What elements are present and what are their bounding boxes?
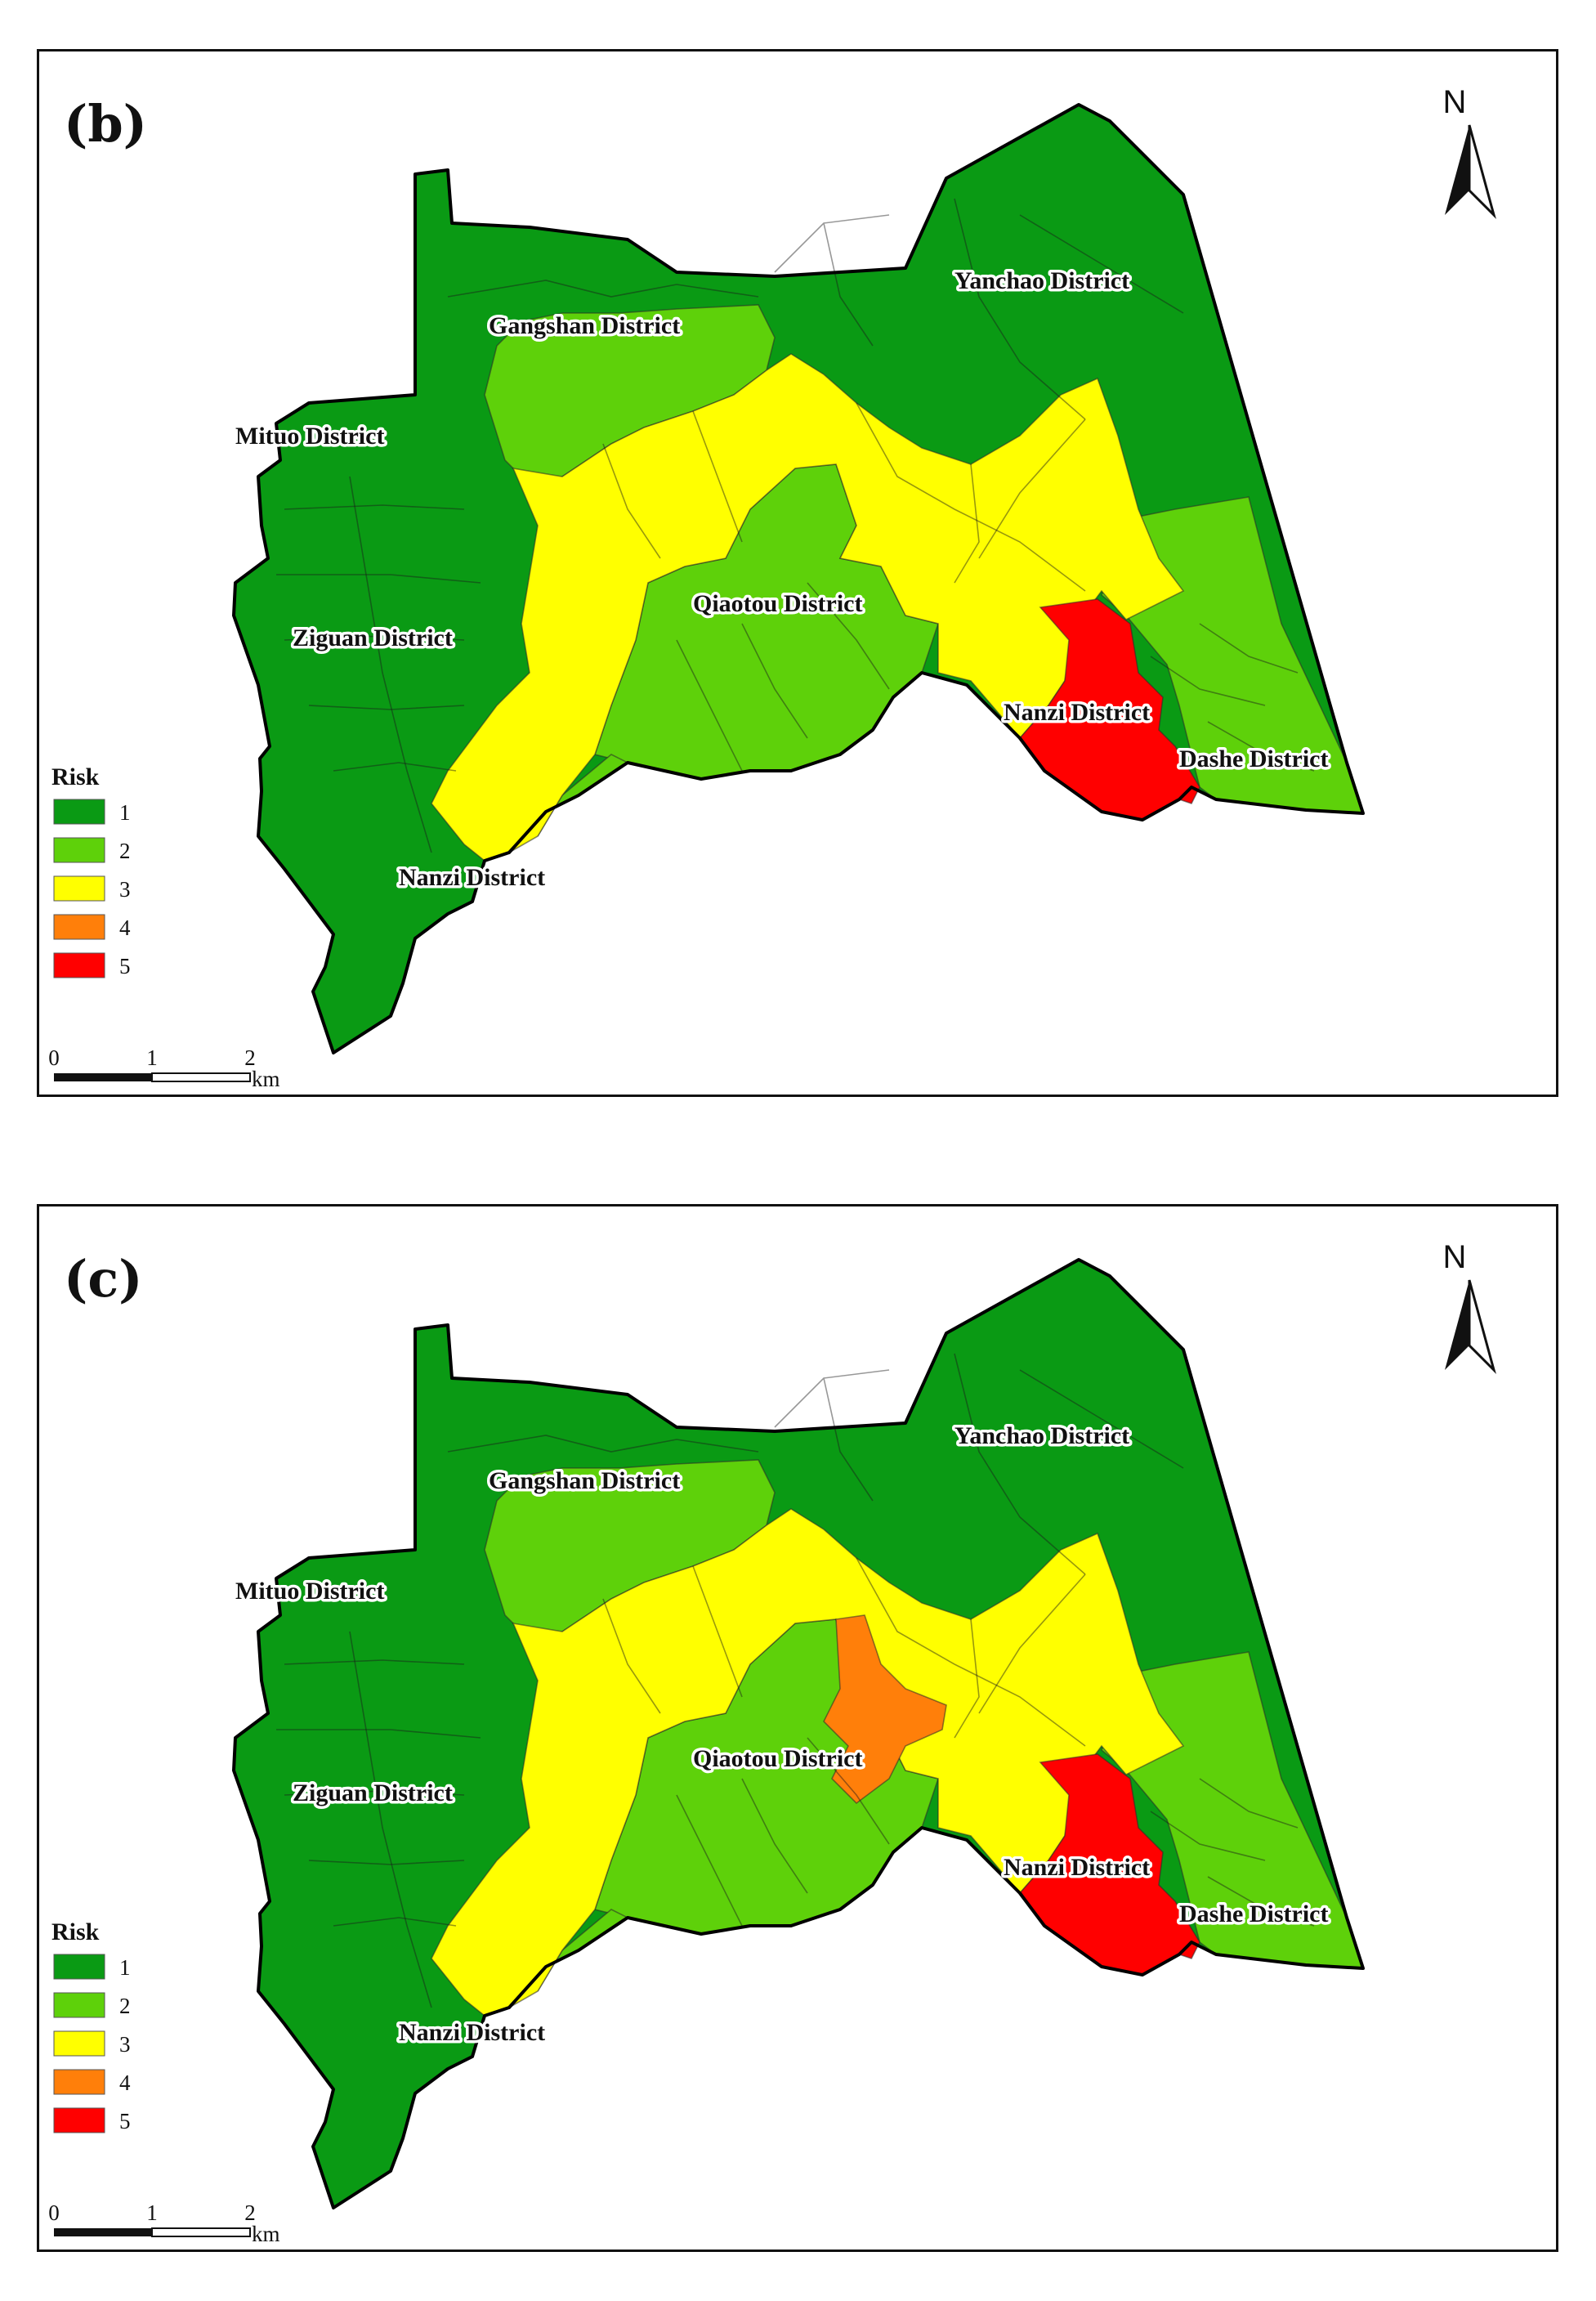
scale-tick-0: 0 — [48, 2200, 60, 2225]
legend-label-2: 2 — [119, 1994, 131, 2018]
legend: Risk 1 2 3 4 5 — [51, 763, 131, 978]
legend-swatch-2 — [53, 837, 105, 863]
map-canvas: (c) N — [48, 1239, 1496, 2246]
district-label-qiaotou: Qiaotou District — [693, 590, 862, 617]
scale-tick-2: 2 — [244, 1045, 256, 1070]
risk-map — [233, 1259, 1365, 2209]
panel-label: (b) — [64, 94, 147, 154]
legend-swatch-4 — [53, 914, 105, 940]
legend-label-5: 5 — [119, 2109, 131, 2133]
legend-label-4: 4 — [119, 915, 131, 940]
subdistrict-lines — [276, 198, 1315, 853]
legend-swatch-4 — [53, 2069, 105, 2095]
scale-tick-1: 1 — [146, 1045, 158, 1070]
risk-map — [233, 104, 1365, 1054]
legend-title: Risk — [51, 763, 100, 790]
scale-unit: km — [252, 1067, 280, 1091]
legend-label-1: 1 — [119, 800, 131, 825]
scale-unit: km — [252, 2222, 280, 2246]
district-label-yanchao: Yanchao District — [954, 267, 1129, 294]
north-arrow-icon: N — [1443, 1239, 1496, 1375]
scale-tick-1: 1 — [146, 2200, 158, 2225]
legend-swatch-5 — [53, 2107, 105, 2133]
district-label-dashe: Dashe District — [1179, 745, 1328, 772]
district-label-mituo: Mituo District — [235, 423, 384, 450]
district-label-yanchao: Yanchao District — [954, 1422, 1129, 1449]
legend-label-5: 5 — [119, 954, 131, 978]
legend-swatch-2 — [53, 1992, 105, 2018]
study-area-boundary — [232, 1258, 1365, 2209]
district-label-dashe: Dashe District — [1179, 1900, 1328, 1927]
district-label-nanzi-east: Nanzi District — [1004, 699, 1150, 726]
north-label: N — [1443, 84, 1467, 120]
subdistrict-lines — [276, 1353, 1315, 2008]
legend-label-2: 2 — [119, 839, 131, 863]
scale-bar: 0 1 2 km — [48, 2200, 279, 2246]
district-label-nanzi-south: Nanzi District — [399, 2019, 545, 2046]
north-arrow-icon: N — [1443, 84, 1496, 220]
scale-tick-2: 2 — [244, 2200, 256, 2225]
region-risk-4 — [823, 1614, 947, 1805]
panel-label: (c) — [64, 1249, 142, 1309]
district-label-gangshan: Gangshan District — [489, 312, 680, 339]
north-label: N — [1443, 1239, 1467, 1275]
district-label-ziguan: Ziguan District — [293, 624, 453, 651]
scale-bar: 0 1 2 km — [48, 1045, 279, 1091]
region-risk-5 — [1018, 598, 1200, 821]
legend-swatch-3 — [53, 875, 105, 902]
legend-label-3: 3 — [119, 877, 131, 902]
district-label-ziguan: Ziguan District — [293, 1779, 453, 1806]
legend-swatch-1 — [53, 799, 105, 825]
district-label-gangshan: Gangshan District — [489, 1467, 680, 1494]
legend-swatch-3 — [53, 2030, 105, 2057]
district-label-mituo: Mituo District — [235, 1578, 384, 1605]
legend-label-3: 3 — [119, 2032, 131, 2057]
study-area-boundary — [232, 103, 1365, 1054]
scale-tick-0: 0 — [48, 1045, 60, 1070]
legend-title: Risk — [51, 1918, 100, 1945]
district-label-qiaotou: Qiaotou District — [693, 1745, 862, 1772]
legend: Risk 1 2 3 4 5 — [51, 1918, 131, 2133]
legend-swatch-5 — [53, 952, 105, 978]
map-canvas: (b) N — [48, 84, 1496, 1091]
legend-swatch-1 — [53, 1954, 105, 1980]
region-risk-5 — [1018, 1753, 1200, 1976]
district-label-nanzi-south: Nanzi District — [399, 864, 545, 891]
legend-label-4: 4 — [119, 2070, 131, 2095]
district-label-nanzi-east: Nanzi District — [1004, 1854, 1150, 1881]
legend-label-1: 1 — [119, 1955, 131, 1980]
map-panel-c: (c) N — [37, 1204, 1558, 2252]
map-panel-b: (b) N — [37, 49, 1558, 1097]
